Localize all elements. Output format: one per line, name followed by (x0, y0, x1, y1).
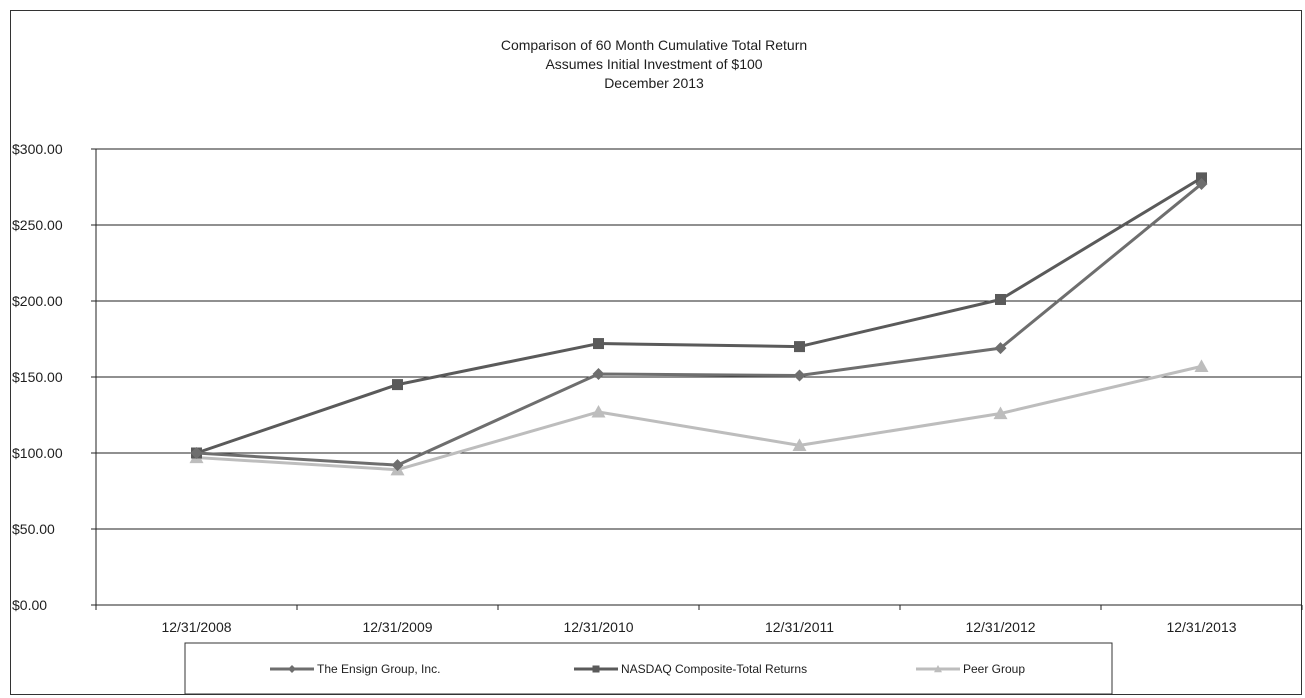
y-tick-label: $0.00 (12, 597, 47, 613)
data-point (1196, 172, 1207, 184)
series-0 (190, 177, 1208, 472)
x-axis-tick-labels: 12/31/2008 12/31/2009 12/31/2010 12/31/2011… (161, 619, 1236, 635)
legend-label: Peer Group (963, 662, 1025, 676)
grid-lines (91, 148, 1303, 610)
chart-title-line-1: Comparison of 60 Month Cumulative Total … (501, 37, 807, 53)
data-point (190, 447, 203, 459)
x-tick-label: 12/31/2011 (765, 619, 834, 635)
y-axis-tick-labels: $0.00 $50.00 $100.00 $150.00 $200.00 $250.00 $… (12, 141, 63, 613)
series-line (196, 182, 1203, 467)
data-point (392, 379, 403, 391)
x-tick-label: 12/31/2013 (1166, 619, 1236, 635)
legend-swatch-marker (288, 665, 296, 673)
y-tick-label: $50.00 (12, 521, 55, 537)
legend-swatch-marker (592, 665, 600, 673)
data-point (792, 438, 807, 451)
y-tick-label: $250.00 (12, 217, 63, 233)
data-point (794, 341, 805, 353)
y-tick-label: $300.00 (12, 141, 63, 157)
legend-item: NASDAQ Composite-Total Returns (574, 662, 807, 676)
x-tick-label: 12/31/2009 (362, 619, 432, 635)
legend-swatch-marker (934, 665, 942, 673)
data-point (995, 293, 1006, 305)
data-point (591, 404, 606, 418)
data-point (1194, 359, 1209, 372)
y-tick-label: $200.00 (12, 293, 63, 309)
x-tick-label: 12/31/2010 (563, 619, 633, 635)
series-line (196, 364, 1202, 472)
x-tick-label: 12/31/2008 (161, 619, 231, 635)
data-point (593, 338, 604, 350)
x-tick-label: 12/31/2012 (965, 619, 1035, 635)
series-lines (189, 172, 1209, 476)
y-tick-label: $150.00 (12, 369, 63, 385)
legend-label: The Ensign Group, Inc. (317, 662, 440, 676)
chart-title-line-3: December 2013 (604, 75, 704, 91)
chart-title: Comparison of 60 Month Cumulative Total … (501, 37, 807, 91)
data-point (391, 459, 404, 472)
legend: The Ensign Group, Inc. NASDAQ Composite-T… (184, 642, 1113, 695)
series-2 (189, 359, 1209, 476)
data-point (793, 369, 806, 382)
series-line (196, 176, 1203, 455)
y-tick-label: $100.00 (12, 445, 63, 461)
chart-title-line-2: Assumes Initial Investment of $100 (545, 56, 762, 72)
data-point (592, 367, 605, 380)
legend-label: NASDAQ Composite-Total Returns (621, 662, 807, 676)
series-1 (191, 172, 1207, 459)
data-point (1195, 177, 1208, 190)
data-point (994, 342, 1007, 355)
legend-item: The Ensign Group, Inc. (270, 662, 440, 676)
data-point (993, 406, 1008, 420)
chart-frame (10, 10, 1302, 695)
legend-item: Peer Group (916, 662, 1025, 676)
